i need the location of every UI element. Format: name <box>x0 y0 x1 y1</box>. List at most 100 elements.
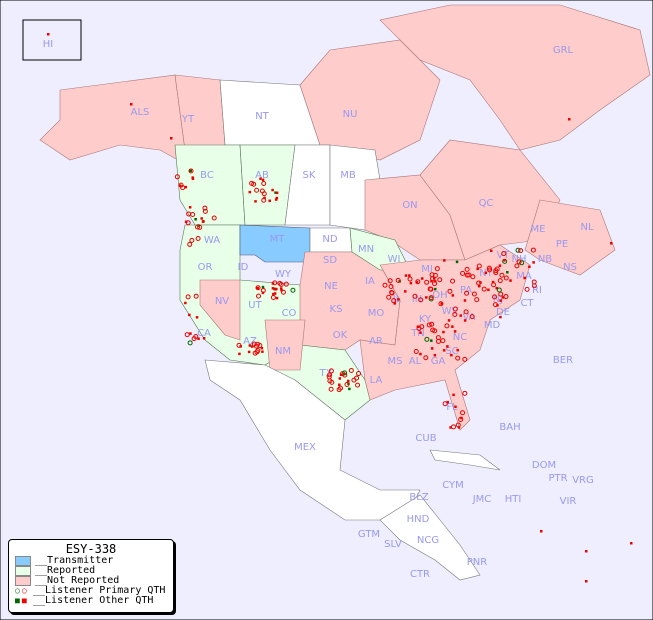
region-label-fl: FL <box>446 402 458 413</box>
listener-other-qth-marker <box>188 206 192 209</box>
listener-primary-qth-marker <box>460 410 466 416</box>
listener-primary-qth-marker <box>498 291 504 297</box>
hawaii-inset <box>22 19 82 61</box>
listener-other-qth-marker <box>509 279 512 282</box>
listener-other-qth-marker <box>430 279 433 283</box>
listener-other-qth-marker <box>275 191 279 195</box>
listener-other-qth-marker <box>484 271 488 275</box>
listener-other-qth-marker <box>495 286 499 290</box>
listener-other-qth-marker <box>496 304 499 307</box>
listener-other-qth-marker <box>197 337 200 340</box>
region-label-dom: DOM <box>532 460 556 471</box>
listener-primary-qth-marker <box>328 386 334 392</box>
region-label-vrg: VRG <box>572 475 594 486</box>
listener-primary-qth-marker <box>437 277 443 283</box>
region-label-sc: SC <box>445 346 458 357</box>
listener-markers <box>47 33 633 583</box>
listener-other-qth-marker <box>532 261 535 264</box>
listener-primary-qth-marker <box>356 371 362 377</box>
listener-other-qth-marker <box>610 242 613 245</box>
listener-primary-qth-marker <box>254 187 260 193</box>
listener-primary-qth-marker <box>193 334 199 340</box>
listener-other-qth-marker <box>434 287 437 291</box>
listener-primary-qth-marker <box>395 277 401 283</box>
listener-other-qth-marker <box>194 218 197 221</box>
listener-other-qth-marker <box>261 178 265 182</box>
listener-other-qth-marker <box>501 296 505 299</box>
listener-primary-qth-marker <box>415 279 421 285</box>
region-label-als: ALS <box>131 107 150 118</box>
listener-primary-qth-marker <box>496 287 502 293</box>
listener-other-qth-marker <box>202 337 206 340</box>
listener-other-qth-marker <box>440 302 443 305</box>
listener-other-qth-marker <box>630 542 633 545</box>
listener-other-qth-marker <box>259 177 262 180</box>
listener-other-qth-marker <box>455 260 459 264</box>
region-label-cub: CUB <box>415 433 436 444</box>
region-label-wa: WA <box>204 235 220 246</box>
listener-primary-qth-marker <box>382 282 388 288</box>
listener-other-qth-marker <box>499 315 502 319</box>
region-label-la: LA <box>370 375 383 386</box>
listener-other-qth-marker <box>450 353 453 357</box>
legend-not-reported: __Not Reported <box>9 576 173 586</box>
region-label-wi: WI <box>388 254 401 265</box>
listener-primary-qth-marker <box>460 270 466 276</box>
region-label-ma: MA <box>516 271 532 282</box>
listener-other-qth-marker <box>275 196 279 200</box>
listener-other-qth-marker <box>419 331 422 334</box>
listener-primary-qth-marker <box>418 297 424 303</box>
listener-other-qth-marker <box>404 274 408 277</box>
nevada <box>199 279 241 341</box>
listener-other-qth-marker <box>271 188 274 192</box>
listener-other-qth-marker <box>420 277 424 280</box>
listener-primary-qth-marker <box>469 314 475 320</box>
region-label-ct: CT <box>520 298 534 309</box>
listener-other-qth-marker <box>449 426 452 429</box>
region-label-gtm: GTM <box>358 529 380 540</box>
listener-other-qth-marker <box>585 550 588 553</box>
listener-primary-qth-marker <box>524 286 530 292</box>
listener-primary-qth-marker <box>278 281 284 287</box>
listener-other-qth-marker <box>430 339 433 342</box>
listener-primary-qth-marker <box>471 291 477 297</box>
listener-primary-qth-marker <box>184 332 190 338</box>
listener-other-qth-marker <box>499 299 502 302</box>
region-label-grl: GRL <box>553 45 574 56</box>
listener-primary-qth-marker <box>326 374 332 380</box>
region-label-nt: NT <box>255 111 269 122</box>
legend-label: __Not Reported <box>35 575 120 586</box>
cuba <box>429 449 501 471</box>
legend-title: ESY-338 <box>65 542 117 556</box>
listener-primary-qth-marker <box>249 180 255 186</box>
listener-other-qth-marker <box>430 347 434 350</box>
region-label-ctr: CTR <box>410 569 430 580</box>
legend-primary-qth: ○ ○ __Listener Primary QTH <box>9 586 173 596</box>
region-label-ga: GA <box>431 356 446 367</box>
listener-other-qth-marker <box>540 530 543 533</box>
listener-primary-qth-marker <box>255 348 261 354</box>
listener-other-qth-marker <box>446 400 450 404</box>
listener-primary-qth-marker <box>432 328 438 334</box>
listener-primary-qth-marker <box>261 181 267 187</box>
listener-primary-qth-marker <box>423 355 429 361</box>
listener-other-qth-marker <box>419 352 422 356</box>
listener-other-qth-marker <box>250 345 254 348</box>
listener-other-qth-marker <box>446 345 449 348</box>
listener-primary-qth-marker <box>444 323 450 329</box>
listener-primary-qth-marker <box>514 263 520 269</box>
listener-primary-qth-marker <box>464 290 470 296</box>
listener-other-qth-marker <box>454 405 457 409</box>
region-label-al: AL <box>409 356 422 367</box>
region-label-ok: OK <box>333 330 348 341</box>
listener-other-qth-marker <box>274 288 277 291</box>
region-label-nc: NC <box>453 332 467 343</box>
listener-other-qth-marker <box>463 299 467 302</box>
listener-other-qth-marker <box>256 286 260 290</box>
listener-other-qth-marker <box>479 281 482 284</box>
listener-primary-qth-marker <box>255 285 261 291</box>
listener-primary-qth-marker <box>476 263 482 269</box>
region-label-ber: BER <box>553 355 573 366</box>
